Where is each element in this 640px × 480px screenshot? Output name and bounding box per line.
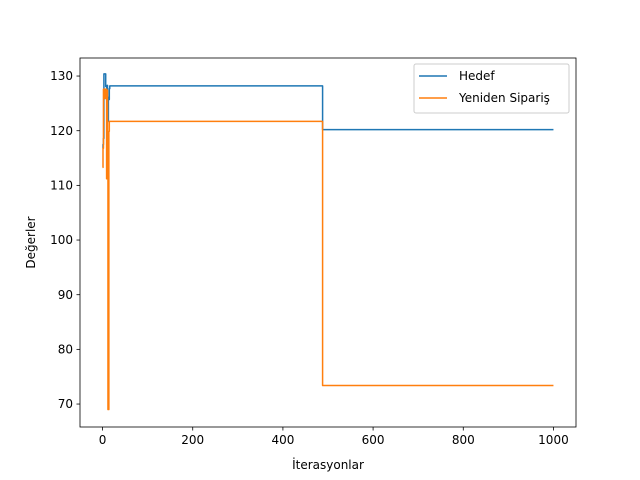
y-tick-label: 120 [50, 124, 73, 138]
x-axis-label: İterasyonlar [292, 457, 364, 472]
legend-label-hedef: Hedef [459, 69, 495, 83]
legend-label-yeniden-siparis: Yeniden Sipariş [458, 91, 550, 105]
x-axis: 0 200 400 600 800 1000 [99, 427, 569, 447]
y-tick-label: 130 [50, 69, 73, 83]
x-tick-label: 200 [181, 433, 204, 447]
legend: Hedef Yeniden Sipariş [413, 63, 570, 114]
x-tick-label: 400 [271, 433, 294, 447]
series-layer [102, 73, 554, 411]
x-tick-label: 800 [452, 433, 475, 447]
y-tick-label: 80 [58, 343, 73, 357]
x-tick-label: 0 [99, 433, 107, 447]
y-axis: 70 80 90 100 110 120 130 [50, 69, 80, 411]
y-axis-label: Değerler [24, 216, 38, 268]
y-tick-label: 110 [50, 179, 73, 193]
y-tick-label: 90 [58, 288, 73, 302]
y-tick-label: 70 [58, 397, 73, 411]
series-line-1 [102, 88, 554, 411]
x-tick-label: 1000 [538, 433, 569, 447]
y-tick-label: 100 [50, 233, 73, 247]
x-tick-label: 600 [362, 433, 385, 447]
legend-box [413, 63, 570, 114]
plot-frame [79, 57, 577, 428]
